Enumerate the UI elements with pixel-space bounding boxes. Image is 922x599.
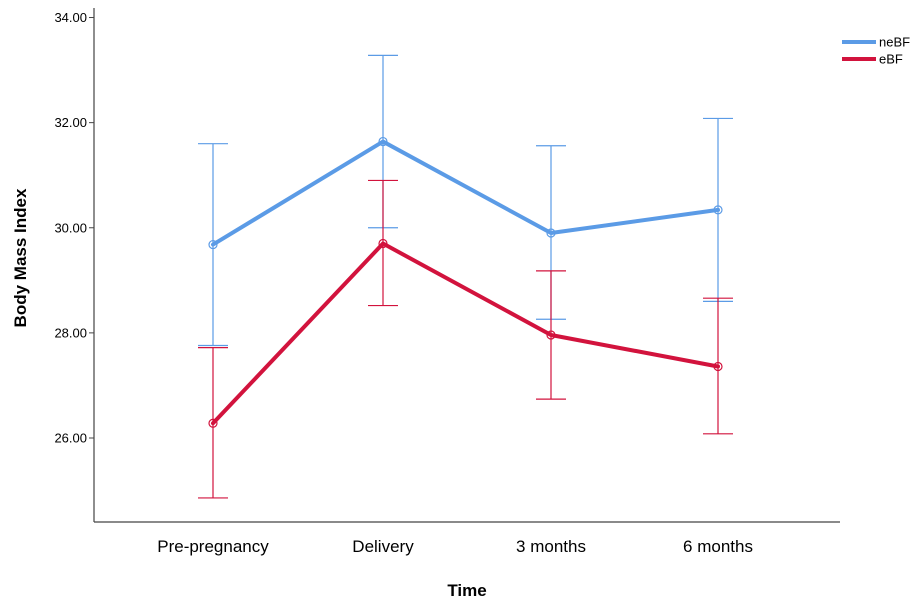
series (198, 54, 733, 499)
y-ticks: 26.00 28.00 30.00 32.00 34.00 (54, 10, 94, 446)
series-neBF (198, 54, 733, 347)
x-tick-label: 3 months (516, 537, 586, 556)
legend: neBF eBF (842, 35, 910, 67)
x-tick-label: Delivery (352, 537, 414, 556)
series-eBF (198, 179, 733, 499)
y-tick-label: 30.00 (54, 220, 87, 235)
data-point-eBF (378, 238, 388, 249)
y-tick-label: 32.00 (54, 115, 87, 130)
data-point-neBF (546, 228, 556, 238)
data-point-eBF (713, 361, 723, 372)
y-tick-label: 28.00 (54, 325, 87, 340)
legend-label-eBF: eBF (879, 52, 903, 67)
data-point-neBF (208, 239, 218, 250)
series-line-eBF (211, 241, 720, 426)
axes (93, 8, 840, 523)
x-tick-label: 6 months (683, 537, 753, 556)
x-axis-title: Time (447, 581, 486, 599)
y-axis-title: Body Mass Index (11, 188, 30, 327)
data-point-neBF (378, 136, 388, 147)
data-point-eBF (208, 418, 218, 428)
x-ticks: Pre-pregnancy Delivery 3 months 6 months (157, 537, 753, 556)
data-point-neBF (713, 205, 723, 215)
y-tick-label: 26.00 (54, 431, 87, 446)
legend-label-neBF: neBF (879, 35, 910, 50)
series-line-neBF (211, 139, 720, 247)
y-tick-label: 34.00 (54, 10, 87, 25)
x-tick-label: Pre-pregnancy (157, 537, 269, 556)
data-point-eBF (546, 330, 556, 340)
